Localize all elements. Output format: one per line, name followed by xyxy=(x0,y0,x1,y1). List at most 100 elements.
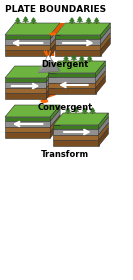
Polygon shape xyxy=(87,20,89,23)
Polygon shape xyxy=(55,35,101,39)
Polygon shape xyxy=(83,108,87,109)
Polygon shape xyxy=(5,132,50,138)
Polygon shape xyxy=(66,108,70,109)
Polygon shape xyxy=(96,71,105,88)
Polygon shape xyxy=(79,18,80,20)
Polygon shape xyxy=(5,121,50,127)
Polygon shape xyxy=(95,20,97,23)
Polygon shape xyxy=(89,60,90,62)
Polygon shape xyxy=(50,115,60,132)
Polygon shape xyxy=(55,50,101,56)
Polygon shape xyxy=(79,17,80,18)
Polygon shape xyxy=(99,128,108,146)
Polygon shape xyxy=(92,112,93,114)
Polygon shape xyxy=(5,127,50,132)
Polygon shape xyxy=(5,39,50,45)
Polygon shape xyxy=(75,108,76,110)
Ellipse shape xyxy=(49,32,56,36)
Polygon shape xyxy=(22,19,29,22)
Polygon shape xyxy=(32,18,34,21)
Polygon shape xyxy=(88,55,92,57)
Polygon shape xyxy=(96,22,97,24)
Polygon shape xyxy=(5,35,50,39)
Polygon shape xyxy=(93,20,100,23)
Polygon shape xyxy=(81,55,82,57)
Polygon shape xyxy=(53,140,99,146)
Text: Transform: Transform xyxy=(41,150,89,159)
Polygon shape xyxy=(71,57,77,60)
Polygon shape xyxy=(33,22,34,24)
Polygon shape xyxy=(96,18,97,19)
Polygon shape xyxy=(70,20,72,23)
Polygon shape xyxy=(90,110,96,113)
Polygon shape xyxy=(77,19,83,22)
Polygon shape xyxy=(5,117,50,121)
Polygon shape xyxy=(48,83,96,88)
Polygon shape xyxy=(75,111,76,113)
Polygon shape xyxy=(82,110,88,113)
Polygon shape xyxy=(69,18,74,21)
Polygon shape xyxy=(5,105,60,117)
Polygon shape xyxy=(48,61,105,73)
Polygon shape xyxy=(91,109,93,111)
Polygon shape xyxy=(53,135,99,140)
Polygon shape xyxy=(87,58,93,61)
Polygon shape xyxy=(101,38,110,56)
Polygon shape xyxy=(73,55,74,56)
Polygon shape xyxy=(73,109,79,112)
Polygon shape xyxy=(94,18,99,21)
Text: Convergent: Convergent xyxy=(37,103,93,112)
Polygon shape xyxy=(50,109,60,127)
Polygon shape xyxy=(101,27,110,45)
Polygon shape xyxy=(5,78,46,82)
Polygon shape xyxy=(16,18,18,21)
Polygon shape xyxy=(38,55,48,73)
Polygon shape xyxy=(50,35,55,56)
Polygon shape xyxy=(73,108,78,110)
Polygon shape xyxy=(71,18,72,19)
Polygon shape xyxy=(88,22,89,24)
Polygon shape xyxy=(50,38,60,56)
Polygon shape xyxy=(55,39,101,45)
Polygon shape xyxy=(46,70,56,88)
Polygon shape xyxy=(79,58,85,61)
Polygon shape xyxy=(71,22,73,24)
Polygon shape xyxy=(88,58,90,61)
Polygon shape xyxy=(50,120,60,138)
Polygon shape xyxy=(72,55,76,56)
Polygon shape xyxy=(87,18,90,19)
Polygon shape xyxy=(53,129,99,135)
Polygon shape xyxy=(87,57,92,59)
Polygon shape xyxy=(5,93,46,99)
Polygon shape xyxy=(5,45,50,50)
Polygon shape xyxy=(46,81,56,99)
Polygon shape xyxy=(79,21,80,23)
Polygon shape xyxy=(23,18,28,20)
Polygon shape xyxy=(71,18,72,21)
Polygon shape xyxy=(5,50,50,56)
Polygon shape xyxy=(91,108,94,109)
Polygon shape xyxy=(55,23,110,35)
Polygon shape xyxy=(65,58,66,61)
Polygon shape xyxy=(79,57,84,59)
Polygon shape xyxy=(73,56,74,58)
Polygon shape xyxy=(15,18,20,21)
Polygon shape xyxy=(66,110,68,113)
Polygon shape xyxy=(24,19,26,22)
Polygon shape xyxy=(16,20,18,23)
Polygon shape xyxy=(96,65,105,83)
Polygon shape xyxy=(84,108,85,109)
Polygon shape xyxy=(88,18,89,19)
Polygon shape xyxy=(81,57,82,59)
Polygon shape xyxy=(30,20,37,23)
Polygon shape xyxy=(50,23,65,35)
Polygon shape xyxy=(24,17,27,18)
Polygon shape xyxy=(53,125,99,129)
Polygon shape xyxy=(101,23,110,39)
Polygon shape xyxy=(99,123,108,140)
Polygon shape xyxy=(95,18,98,19)
Polygon shape xyxy=(46,66,56,82)
Polygon shape xyxy=(86,20,92,23)
Polygon shape xyxy=(99,117,108,135)
Polygon shape xyxy=(73,59,74,61)
